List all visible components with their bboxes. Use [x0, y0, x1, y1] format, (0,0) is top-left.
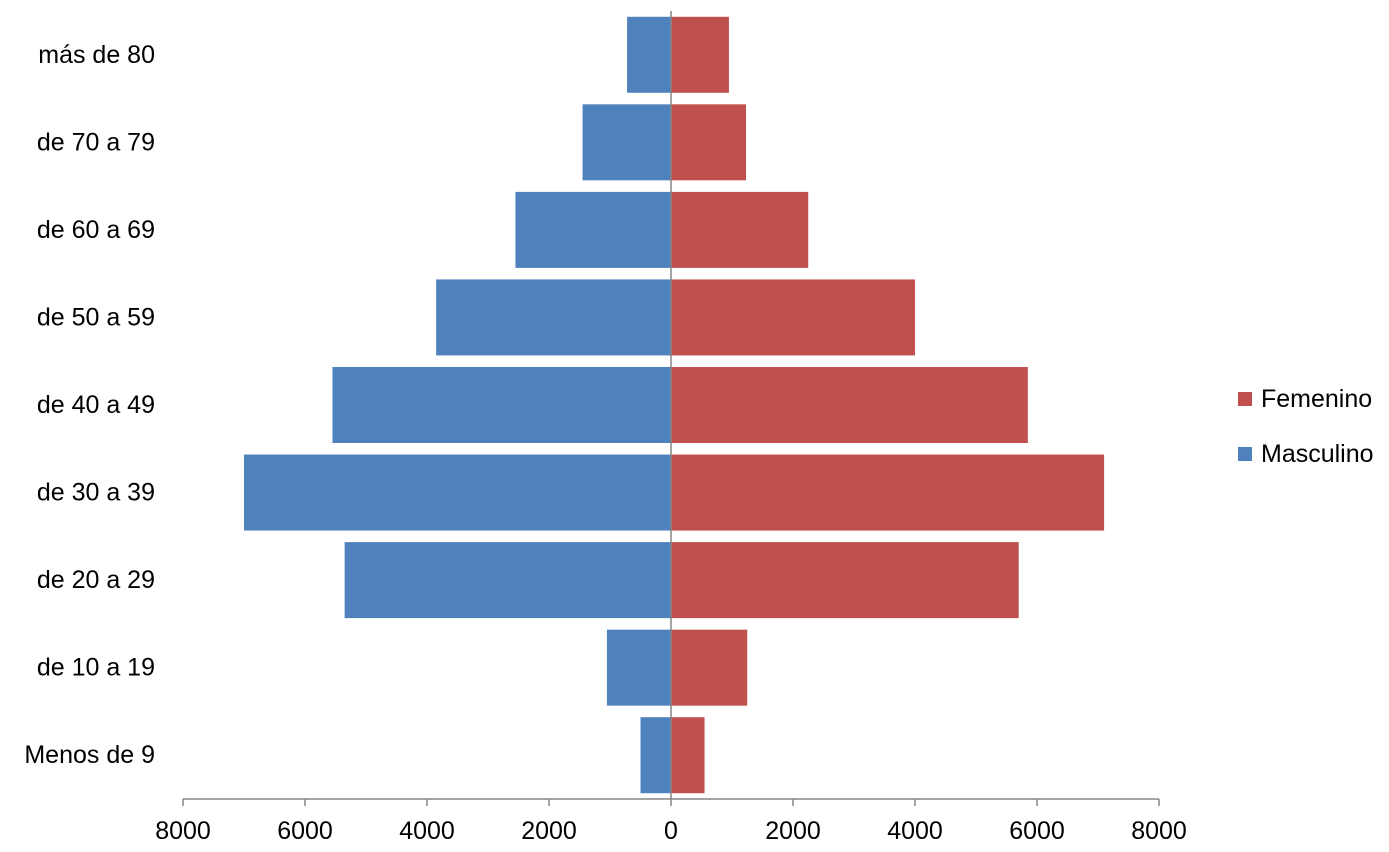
category-label: de 20 a 29	[37, 566, 155, 594]
legend-label-masculino: Masculino	[1261, 440, 1374, 468]
category-labels: Menos de 9 de 10 a 19 de 20 a 29 de 30 a 39…	[24, 41, 155, 769]
x-tick-label: 6000	[1009, 817, 1065, 845]
bar-femenino-8	[671, 16, 729, 93]
bars-layer	[244, 16, 1105, 794]
x-tick-label: 2000	[765, 817, 821, 845]
x-tick-label: 2000	[521, 817, 577, 845]
bar-femenino-7	[671, 104, 747, 181]
category-label: de 70 a 79	[37, 128, 155, 156]
x-tick-label: 8000	[1131, 817, 1187, 845]
bar-masculino-0	[640, 717, 671, 794]
legend-swatch-femenino	[1238, 392, 1252, 406]
category-label: de 10 a 19	[37, 654, 155, 682]
bar-masculino-3	[244, 454, 671, 531]
category-label: de 50 a 59	[37, 303, 155, 331]
category-label: más de 80	[38, 41, 155, 69]
bar-femenino-1	[671, 629, 748, 706]
bar-masculino-2	[344, 542, 671, 619]
bar-femenino-0	[671, 717, 705, 794]
bar-masculino-6	[515, 191, 671, 268]
legend-label-femenino: Femenino	[1261, 385, 1372, 413]
bar-masculino-4	[332, 367, 671, 443]
bar-masculino-8	[627, 16, 671, 93]
legend-swatch-masculino	[1238, 447, 1252, 461]
bar-femenino-6	[671, 191, 809, 268]
bar-masculino-5	[436, 279, 671, 356]
x-tick-label: 8000	[155, 817, 211, 845]
category-label: de 30 a 39	[37, 479, 155, 507]
bar-femenino-3	[671, 454, 1105, 531]
category-label: de 40 a 49	[37, 391, 155, 419]
x-tick-label: 0	[664, 817, 678, 845]
category-label: Menos de 9	[24, 741, 155, 769]
category-label: de 60 a 69	[37, 216, 155, 244]
x-axis: 8000 6000 4000 2000 0 2000 4000 6000 8000	[155, 11, 1187, 845]
bar-masculino-7	[582, 104, 671, 181]
bar-femenino-5	[671, 279, 915, 356]
x-tick-label: 4000	[887, 817, 943, 845]
x-tick-label: 6000	[277, 817, 333, 845]
x-tick-label: 4000	[399, 817, 455, 845]
bar-masculino-1	[606, 629, 671, 706]
legend: Femenino Masculino	[1238, 385, 1374, 468]
bar-femenino-4	[671, 367, 1028, 443]
bar-femenino-2	[671, 542, 1019, 619]
